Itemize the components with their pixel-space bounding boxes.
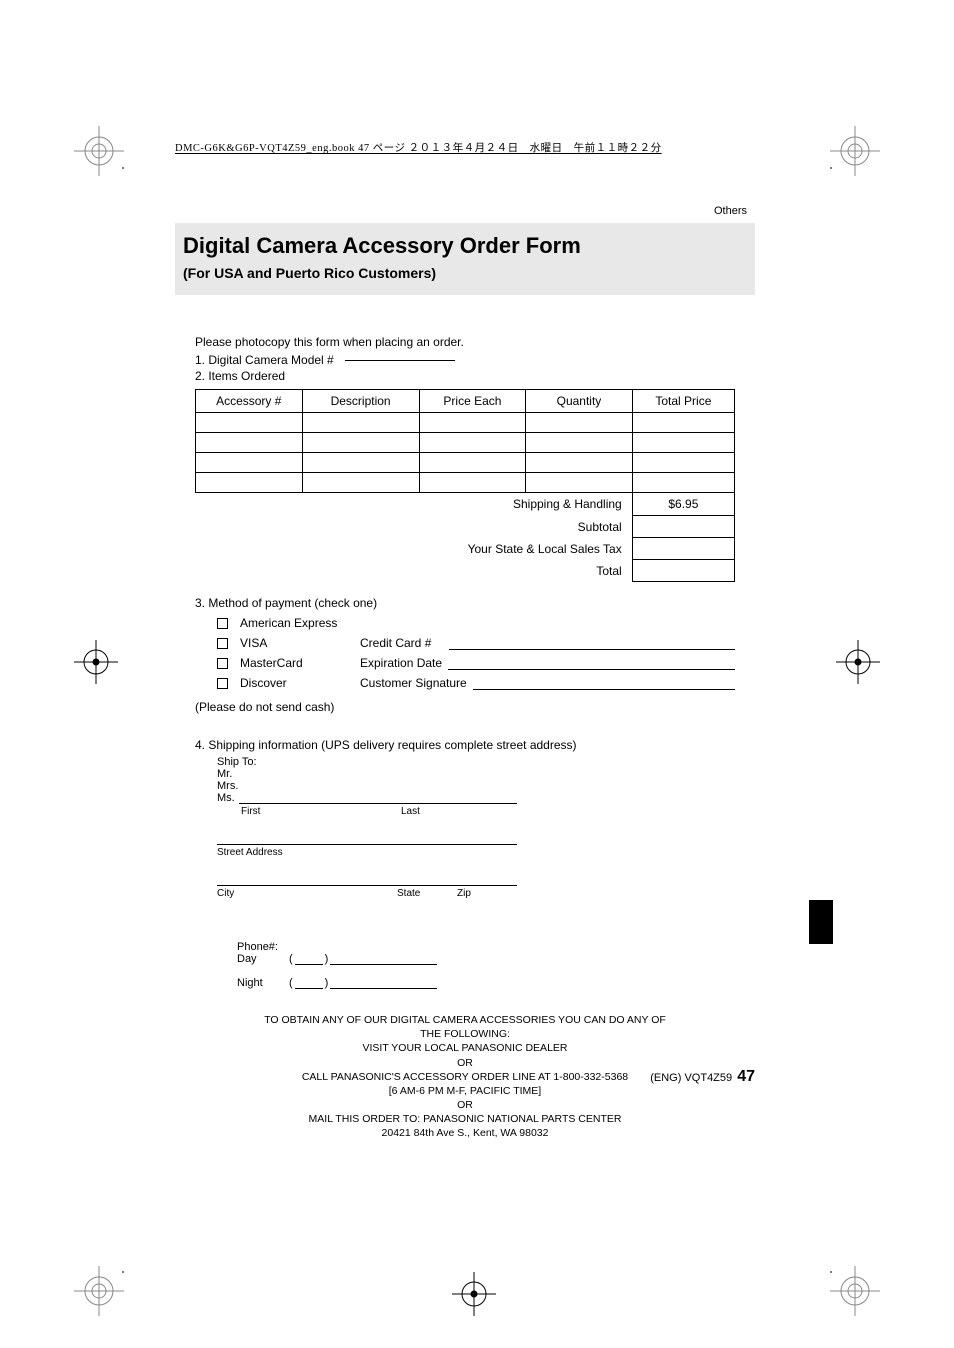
day-label: Day bbox=[237, 953, 287, 965]
city-label: City bbox=[217, 888, 397, 899]
city-state-zip-input[interactable] bbox=[217, 864, 517, 886]
zip-label: Zip bbox=[457, 888, 471, 899]
shipping-handling-row: Shipping & Handling $6.95 bbox=[196, 493, 735, 516]
items-ordered-label: 2. Items Ordered bbox=[195, 369, 735, 383]
table-header-row: Accessory # Description Price Each Quant… bbox=[196, 390, 735, 413]
instr-line: MAIL THIS ORDER TO: PANASONIC NATIONAL P… bbox=[195, 1112, 735, 1126]
first-label: First bbox=[241, 806, 401, 817]
page-title: Digital Camera Accessory Order Form bbox=[183, 233, 743, 259]
col-price-each: Price Each bbox=[419, 390, 526, 413]
crop-mark-icon bbox=[830, 126, 880, 176]
page-number: 47 bbox=[737, 1068, 755, 1085]
total-value[interactable] bbox=[632, 560, 734, 582]
col-accessory: Accessory # bbox=[196, 390, 303, 413]
table-row[interactable] bbox=[196, 413, 735, 433]
crop-mark-icon bbox=[74, 1266, 124, 1316]
phone-label: Phone#: bbox=[237, 941, 437, 953]
night-label: Night bbox=[237, 977, 287, 989]
title-ms: Ms. bbox=[217, 792, 235, 804]
tax-row: Your State & Local Sales Tax bbox=[196, 538, 735, 560]
discover-label: Discover bbox=[240, 676, 360, 690]
credit-card-input[interactable] bbox=[449, 638, 735, 650]
tax-label: Your State & Local Sales Tax bbox=[196, 538, 633, 560]
street-label: Street Address bbox=[217, 847, 517, 858]
crop-mark-icon bbox=[452, 1272, 496, 1316]
crop-mark-icon bbox=[830, 1266, 880, 1316]
signature-label: Customer Signature bbox=[360, 676, 467, 690]
checkbox-discover[interactable] bbox=[217, 678, 228, 689]
checkbox-mastercard[interactable] bbox=[217, 658, 228, 669]
state-label: State bbox=[397, 888, 457, 899]
visa-label: VISA bbox=[240, 636, 360, 650]
form-body: Please photocopy this form when placing … bbox=[175, 295, 755, 1141]
thumb-tab-icon bbox=[809, 900, 833, 944]
name-input[interactable] bbox=[239, 792, 517, 804]
total-row: Total bbox=[196, 560, 735, 582]
payment-section: 3. Method of payment (check one) America… bbox=[195, 596, 735, 714]
street-input[interactable] bbox=[217, 823, 517, 845]
day-phone-input[interactable] bbox=[330, 953, 437, 965]
col-quantity: Quantity bbox=[526, 390, 633, 413]
table-row[interactable] bbox=[196, 453, 735, 473]
signature-input[interactable] bbox=[473, 678, 735, 690]
amex-label: American Express bbox=[240, 616, 360, 630]
no-cash-note: (Please do not send cash) bbox=[195, 700, 735, 714]
page-footer: (ENG) VQT4Z59 47 bbox=[175, 1068, 755, 1086]
expiration-input[interactable] bbox=[448, 658, 735, 670]
checkbox-amex[interactable] bbox=[217, 618, 228, 629]
crop-mark-icon bbox=[836, 640, 880, 684]
page-content: DMC-G6K&G6P-VQT4Z59_eng.book 47 ページ ２０１３… bbox=[175, 140, 755, 1141]
items-table: Accessory # Description Price Each Quant… bbox=[195, 389, 735, 582]
table-row[interactable] bbox=[196, 473, 735, 493]
total-label: Total bbox=[196, 560, 633, 582]
intro-text: Please photocopy this form when placing … bbox=[195, 335, 735, 349]
payment-heading: 3. Method of payment (check one) bbox=[195, 596, 735, 610]
page-subtitle: (For USA and Puerto Rico Customers) bbox=[183, 265, 743, 281]
night-area-input[interactable] bbox=[295, 977, 323, 989]
instr-line: OR bbox=[195, 1098, 735, 1112]
source-header-line: DMC-G6K&G6P-VQT4Z59_eng.book 47 ページ ２０１３… bbox=[175, 140, 755, 155]
title-mrs: Mrs. bbox=[217, 780, 517, 792]
shipping-heading: 4. Shipping information (UPS delivery re… bbox=[195, 738, 735, 752]
crop-mark-icon bbox=[74, 640, 118, 684]
ship-to-label: Ship To: bbox=[217, 756, 517, 768]
subtotal-value[interactable] bbox=[632, 516, 734, 538]
subtotal-label: Subtotal bbox=[196, 516, 633, 538]
title-mr: Mr. bbox=[217, 768, 517, 780]
shipping-handling-label: Shipping & Handling bbox=[196, 493, 633, 516]
mastercard-label: MasterCard bbox=[240, 656, 360, 670]
model-number-label: 1. Digital Camera Model # bbox=[195, 353, 334, 367]
instr-line: 20421 84th Ave S., Kent, WA 98032 bbox=[195, 1126, 735, 1140]
instr-line: VISIT YOUR LOCAL PANASONIC DEALER bbox=[195, 1041, 735, 1055]
model-number-input[interactable] bbox=[345, 360, 455, 361]
last-label: Last bbox=[401, 806, 420, 817]
tax-value[interactable] bbox=[632, 538, 734, 560]
day-area-input[interactable] bbox=[295, 953, 323, 965]
table-row[interactable] bbox=[196, 433, 735, 453]
col-description: Description bbox=[302, 390, 419, 413]
footer-code: (ENG) VQT4Z59 bbox=[650, 1072, 732, 1084]
title-block: Digital Camera Accessory Order Form (For… bbox=[175, 223, 755, 295]
expiration-label: Expiration Date bbox=[360, 656, 442, 670]
instr-line: TO OBTAIN ANY OF OUR DIGITAL CAMERA ACCE… bbox=[195, 1013, 735, 1027]
shipping-handling-value: $6.95 bbox=[632, 493, 734, 516]
subtotal-row: Subtotal bbox=[196, 516, 735, 538]
col-total-price: Total Price bbox=[632, 390, 734, 413]
crop-mark-icon bbox=[74, 126, 124, 176]
model-number-line: 1. Digital Camera Model # bbox=[195, 353, 735, 367]
credit-card-label: Credit Card # bbox=[360, 636, 431, 650]
checkbox-visa[interactable] bbox=[217, 638, 228, 649]
night-phone-input[interactable] bbox=[330, 977, 437, 989]
section-tag: Others bbox=[175, 205, 755, 217]
instr-line: THE FOLLOWING: bbox=[195, 1027, 735, 1041]
